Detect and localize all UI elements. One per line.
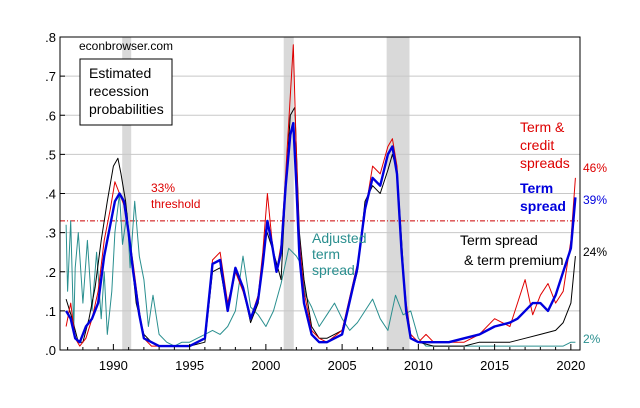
y-tick-label: .7	[45, 69, 56, 84]
x-tick-label: 2000	[251, 358, 280, 373]
y-tick-label: .4	[45, 187, 56, 202]
y-axis: .0 .1 .2 .3 .4 .5 .6 .7 .8	[45, 30, 65, 358]
x-axis: 1990 1995 2000 2005 2010 2015 2020	[67, 344, 585, 373]
term-premium-label-line-2: & term premium	[464, 252, 564, 268]
legend-box-frame	[79, 58, 173, 126]
term-credit-spreads-label: Term & credit spreads	[520, 119, 570, 171]
term-spread-label-line-2: spread	[520, 198, 566, 214]
series-lines	[65, 44, 577, 348]
y-tick-label: .3	[45, 226, 56, 241]
x-tick-label: 2005	[328, 358, 357, 373]
adjusted-term-spread-label: Adjusted term spread	[312, 230, 366, 278]
x-tick-label: 1990	[99, 358, 128, 373]
watermark: econbrowser.com	[79, 39, 173, 53]
series-line-adjusted-term-spread	[65, 193, 576, 347]
y-tick-label: .0	[45, 343, 56, 358]
term-credit-spreads-label-line-1: Term &	[520, 119, 565, 135]
threshold-label: 33% threshold	[151, 181, 200, 211]
x-tick-label: 2015	[480, 358, 509, 373]
legend-box: Estimated recession probabilities	[79, 58, 173, 126]
legend-box-line-2: recession	[89, 83, 149, 99]
end-label-term-credit: 46%	[583, 161, 607, 175]
y-tick-label: .6	[45, 108, 56, 123]
adjusted-term-spread-label-line-3: spread	[312, 262, 355, 278]
term-premium-label: Term spread & term premium	[460, 232, 564, 268]
end-label-term-premium: 24%	[583, 245, 607, 259]
threshold-label-line-2: threshold	[151, 197, 200, 211]
end-label-term-spread: 39%	[583, 193, 607, 207]
adjusted-term-spread-label-line-1: Adjusted	[312, 230, 366, 246]
legend-box-line-3: probabilities	[89, 101, 164, 117]
x-tick-label: 2020	[556, 358, 585, 373]
x-tick-label: 1995	[175, 358, 204, 373]
term-credit-spreads-label-line-3: spreads	[520, 155, 570, 171]
series-line-term-spread	[65, 121, 577, 348]
term-spread-label: Term spread	[520, 180, 566, 214]
y-tick-label: .1	[45, 304, 56, 319]
term-spread-label-line-1: Term	[520, 180, 553, 196]
y-tick-label: .2	[45, 265, 56, 280]
legend-box-line-1: Estimated	[89, 65, 151, 81]
adjusted-term-spread-label-line-2: term	[312, 246, 340, 262]
y-tick-label: .8	[45, 30, 56, 45]
x-tick-label: 2010	[404, 358, 433, 373]
term-premium-label-line-1: Term spread	[460, 232, 538, 248]
term-credit-spreads-label-line-2: credit	[520, 137, 554, 153]
end-label-adjusted: 2%	[583, 332, 601, 346]
y-tick-label: .5	[45, 147, 56, 162]
threshold-label-line-1: 33%	[151, 181, 175, 195]
